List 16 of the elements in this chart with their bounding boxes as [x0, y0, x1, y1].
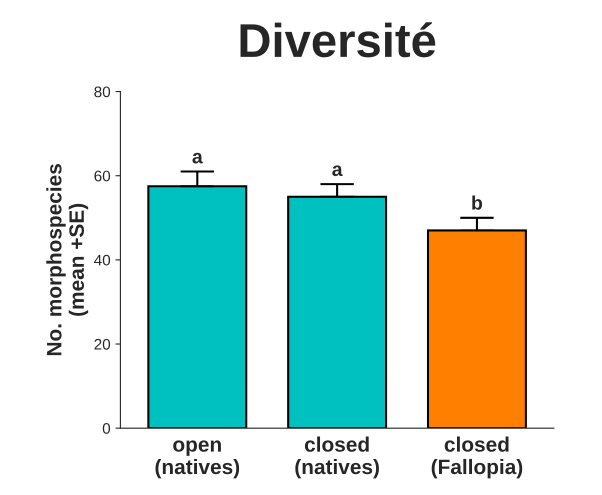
bar	[287, 196, 388, 428]
y-tick-label: 80	[94, 86, 110, 98]
y-tick-label: 0	[102, 423, 110, 434]
x-tick-label: closed (natives)	[295, 436, 379, 478]
annotation: a	[332, 165, 343, 176]
bar	[426, 229, 527, 428]
bar	[147, 185, 248, 428]
annotation: b	[472, 195, 482, 210]
y-tick-label: 60	[94, 170, 110, 182]
x-tick-label: open (natives)	[156, 440, 240, 478]
y-tick-label: 20	[94, 338, 110, 350]
y-tick-label: 40	[94, 254, 110, 266]
y-axis-title: No. morphospecies (mean +SE)	[46, 164, 88, 356]
x-tick-label: closed (Fallopia)	[432, 436, 522, 478]
annotation: a	[192, 152, 203, 164]
chart-title: Diversité	[240, 22, 436, 58]
